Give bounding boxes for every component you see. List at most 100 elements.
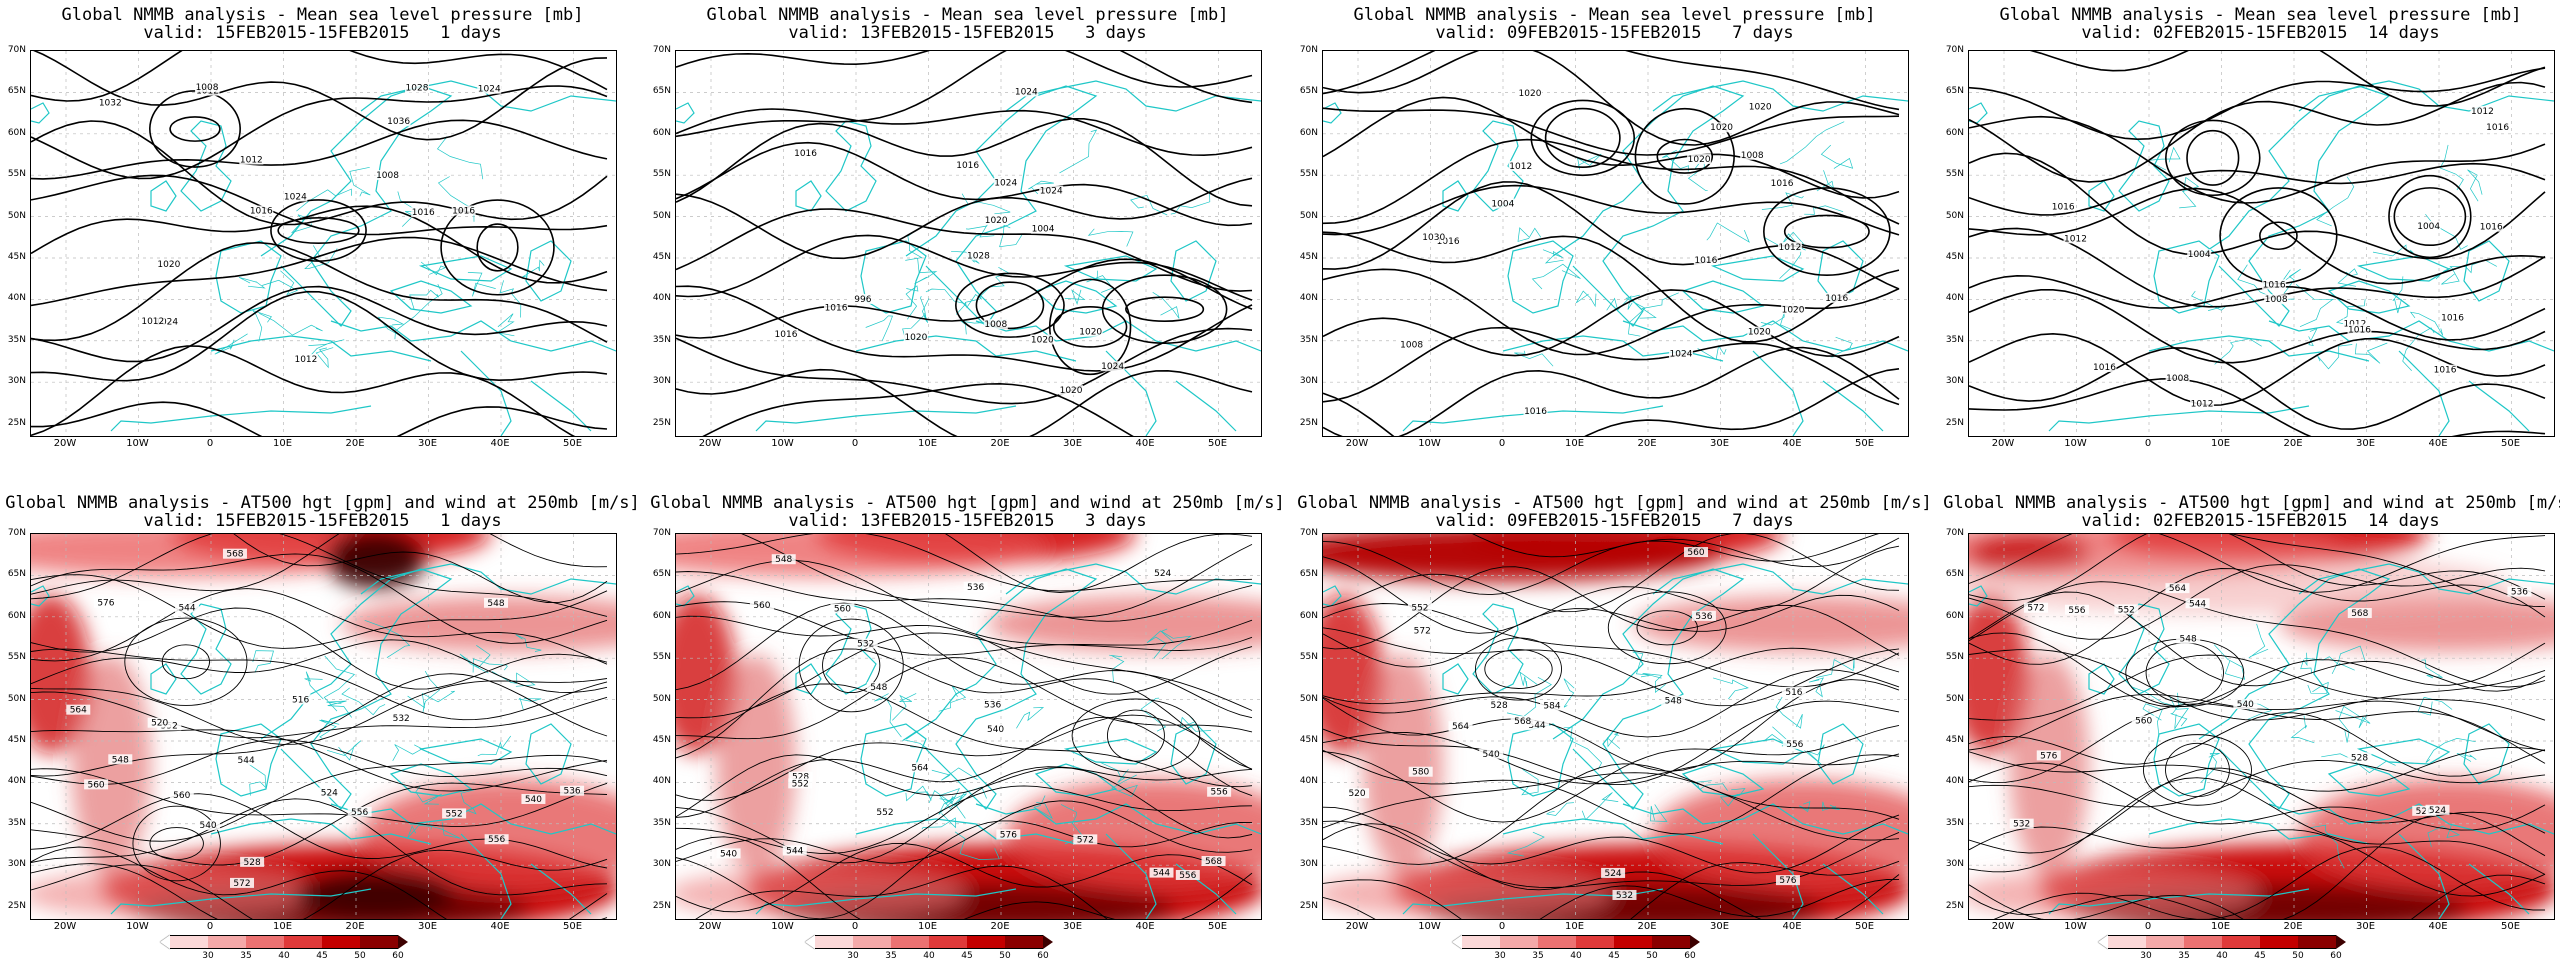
isoline [1323, 772, 1900, 841]
panel-title: Global NMMB analysis - Mean sea level pr… [61, 5, 584, 25]
isoline [1323, 806, 1900, 874]
isoline [31, 290, 608, 382]
contour-label: 524 [321, 788, 338, 798]
mslp-panel-1: Global NMMB analysis - Mean sea level pr… [0, 2, 645, 472]
panel-valid-period: valid: 15FEB2015-15FEB2015 1 days [143, 511, 502, 531]
contour-label: 516 [292, 695, 309, 705]
lon-tick-label: 20E [1637, 921, 1657, 932]
coastline [31, 80, 616, 436]
contour-labels: 1004 1008 1008 1016 1016 1016 1012 1004 1012 1012… [2051, 105, 2510, 409]
lat-tick-label: 30N [652, 376, 671, 387]
contour-labels: 516 520 524 528 532 536 540 544 548 552 556 560 564 5… [1345, 547, 1807, 901]
contour-label: 528 [792, 773, 809, 783]
isoline [1323, 566, 1900, 656]
lat-tick-label: 40N [1945, 776, 1964, 787]
isoline [2029, 51, 2546, 107]
lon-tick-label: 50E [562, 921, 583, 932]
isoline [1323, 107, 1900, 156]
isoline [695, 865, 1108, 919]
graticule [1969, 534, 2554, 919]
isoline [676, 754, 1253, 839]
lon-tick-label: 40E [490, 921, 510, 932]
map-frame: 520 524 528 532 536 540 544 548 552 556 560 564 568 5… [1968, 533, 2555, 920]
contour-label: 548 [1665, 697, 1682, 707]
contour-label: 528 [2351, 753, 2368, 763]
isoline [1969, 703, 2546, 784]
contour-label: 1016 [452, 206, 475, 216]
at500-panel-4: Global NMMB analysis - AT500 hgt [gpm] a… [1938, 490, 2560, 960]
isoline [1323, 534, 1900, 613]
isoline [31, 678, 608, 745]
isoline [676, 368, 1253, 436]
lat-tick-label: 40N [652, 293, 671, 304]
lat-tick-label: 55N [1945, 169, 1964, 180]
isoline [676, 285, 1253, 372]
contour-label: 1016 [1694, 256, 1717, 266]
lon-tick-label: 20W [698, 438, 722, 449]
contour-label: 536 [967, 583, 984, 593]
panel-title: Global NMMB analysis - Mean sea level pr… [1999, 5, 2522, 25]
contour-label: 520 [2416, 807, 2433, 817]
isoline [1323, 51, 1900, 146]
lat-tick-label: 45N [1299, 251, 1318, 262]
isoline [31, 729, 608, 792]
isoline [676, 571, 1253, 622]
contour-label: 1016 [2434, 366, 2457, 376]
colorbar-swatch [891, 935, 929, 949]
isoline [676, 785, 1253, 854]
lat-tick-label: 65N [1945, 86, 1964, 97]
lat-tick-label: 35N [652, 334, 671, 345]
colorbar-swatch [246, 935, 284, 949]
isoline [31, 574, 608, 649]
contour-label: 1016 [956, 161, 979, 171]
contour-label: 1008 [2265, 295, 2288, 305]
lat-tick-label: 25N [7, 900, 26, 911]
contour-label: 556 [1786, 740, 1803, 750]
wind-shading [676, 534, 1261, 919]
isoline [676, 208, 1253, 292]
colorbar-label: 50 [354, 951, 366, 961]
isoline [33, 51, 608, 141]
contour-label: 540 [1483, 750, 1500, 760]
isoline [1993, 846, 2545, 919]
lat-tick-label: 50N [1299, 693, 1318, 704]
isoline [945, 534, 1253, 593]
lat-tick-label: 25N [652, 417, 671, 428]
coastline [1969, 80, 2554, 436]
colorbar-label: 40 [2216, 951, 2228, 961]
contour-label: 1016 [2348, 325, 2371, 335]
colorbar-swatch [2146, 935, 2184, 949]
lon-tick-label: 10W [126, 921, 149, 932]
colorbar-label: 40 [1570, 951, 1582, 961]
contours [31, 51, 608, 436]
lat-tick-label: 40N [1299, 293, 1318, 304]
lon-tick-label: 10W [1418, 438, 1441, 449]
isoline [1969, 187, 2546, 285]
lat-tick-label: 55N [1945, 652, 1964, 663]
contour-label: 1032 [99, 98, 122, 108]
isoline [31, 285, 608, 363]
panel-valid-period: valid: 02FEB2015-15FEB2015 14 days [2081, 511, 2440, 531]
contour-label: 564 [70, 706, 87, 716]
lon-tick-label: 0 [1498, 921, 1506, 932]
lon-tick-label: 40E [1135, 438, 1155, 449]
isoline [1323, 879, 1900, 919]
contour-label: 996 [854, 295, 871, 305]
contour-label: 568 [226, 550, 243, 560]
colorbar-swatch [1462, 935, 1500, 949]
lon-tick-label: 30E [417, 438, 438, 449]
isoline [676, 327, 1253, 405]
lat-tick-label: 60N [7, 127, 26, 138]
colorbar-label: 30 [2140, 951, 2152, 961]
colorbar-label: 60 [1037, 951, 1049, 961]
lat-tick-label: 35N [652, 817, 671, 828]
lat-tick-label: 25N [652, 900, 671, 911]
country-borders [1506, 651, 1855, 857]
contour-label: 576 [1779, 876, 1796, 886]
lat-tick-label: 55N [7, 652, 26, 663]
isoline [31, 236, 608, 307]
contour-label: 1016 [2093, 363, 2116, 373]
wind-colorbar: 30 35 40 45 50 60 [160, 935, 446, 961]
colorbar-swatch [1614, 935, 1652, 949]
contour-label: 1008 [196, 83, 219, 93]
